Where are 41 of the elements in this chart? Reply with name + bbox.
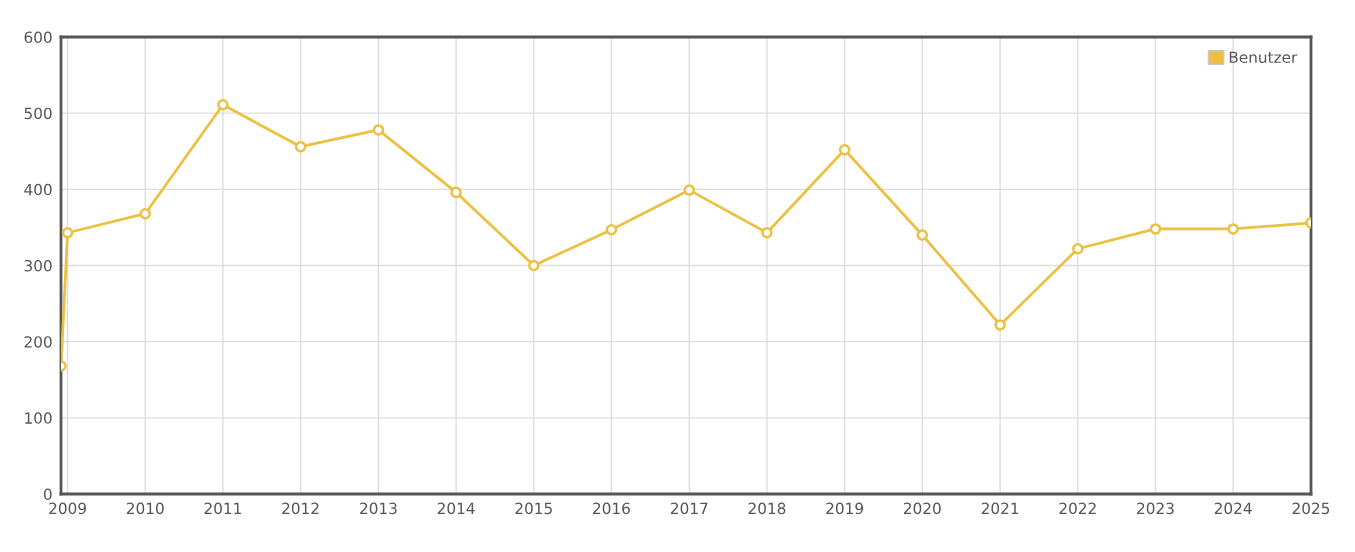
point (528, 259, 540, 272)
point (1227, 223, 1239, 235)
point (1149, 223, 1162, 235)
y-tick-label: 0 (43, 488, 52, 501)
point (916, 229, 929, 241)
y-tick-label: 100 (25, 412, 52, 424)
x-tick-label: 2018 (748, 502, 786, 515)
y-tick-label: 300 (24, 259, 52, 272)
legend-label: Benutzer (1229, 51, 1298, 64)
y-tick-label: 400 (24, 183, 52, 196)
x-tick-label: 2013 (360, 502, 397, 515)
x-tick-label: 2016 (593, 502, 630, 515)
point (605, 223, 618, 236)
x-tick-label: 2021 (981, 502, 1019, 515)
point (1072, 242, 1084, 255)
x-tick-label: 2025 (1292, 502, 1330, 515)
x-tick-label: 2012 (282, 502, 319, 515)
point (217, 99, 229, 111)
x-tick-label: 2022 (1059, 502, 1096, 515)
point (294, 140, 307, 153)
x-tick-label: 2023 (1137, 502, 1174, 515)
x-tick-label: 2010 (126, 502, 164, 515)
x-tick-label: 2009 (49, 502, 86, 515)
point (683, 184, 696, 196)
x-tick-label: 2015 (515, 502, 552, 515)
y-tick-label: 500 (24, 107, 52, 120)
point (761, 226, 773, 239)
x-tick-label: 2019 (826, 502, 863, 515)
x-tick-label: 2020 (903, 502, 941, 515)
x-tick-label: 2024 (1214, 502, 1252, 515)
y-tick-label: 600 (24, 31, 52, 44)
x-tick-label: 2011 (204, 502, 241, 515)
y-tick-label: 200 (24, 336, 52, 348)
point (838, 143, 851, 156)
point (450, 186, 462, 199)
point (372, 124, 385, 136)
x-tick-label: 2017 (670, 502, 708, 515)
point (139, 207, 152, 220)
point (61, 226, 74, 239)
x-tick-label: 2014 (437, 502, 475, 515)
point (994, 319, 1006, 331)
